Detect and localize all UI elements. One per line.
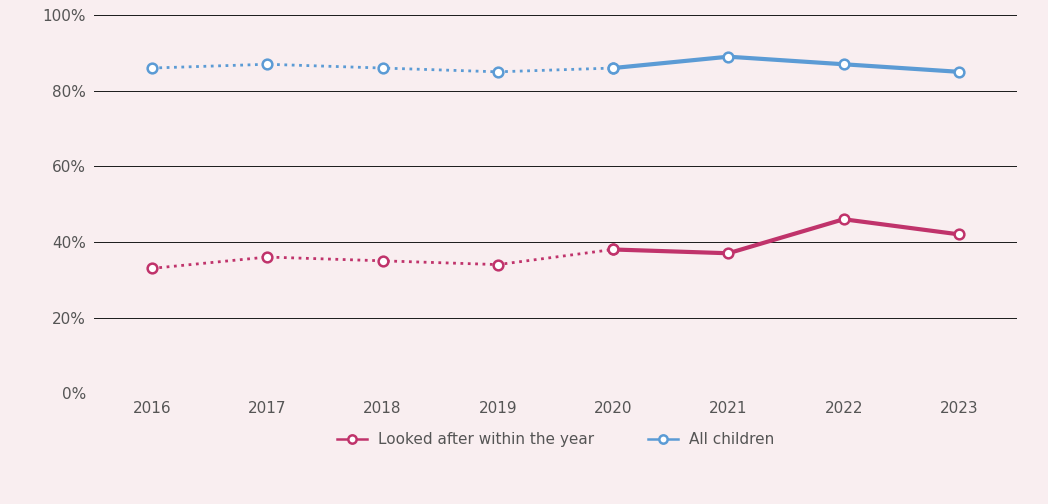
Legend: Looked after within the year, All children: Looked after within the year, All childr…	[331, 426, 780, 454]
